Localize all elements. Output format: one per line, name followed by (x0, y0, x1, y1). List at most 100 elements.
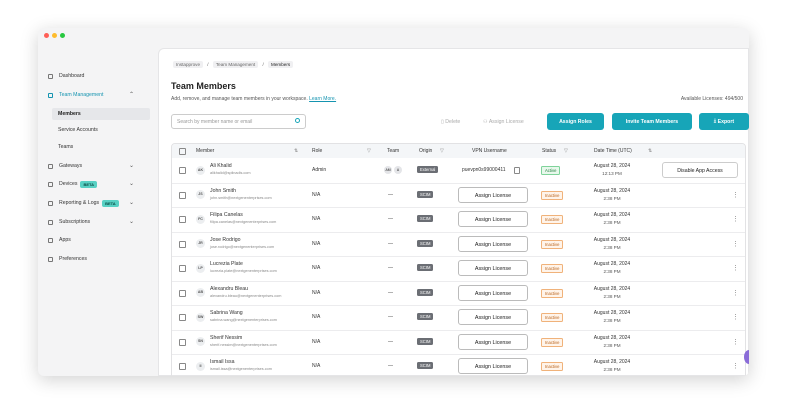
delete-button[interactable]: ▯ Delete (441, 119, 461, 125)
team: — (388, 289, 393, 296)
nav-item[interactable]: Subscriptions (48, 217, 90, 227)
page-title: Team Members (171, 81, 236, 91)
nav-item[interactable]: Team Management (48, 90, 103, 100)
sort-icon[interactable]: ⇅ (648, 148, 653, 154)
licenses: Available Licenses: 494/500 (680, 96, 743, 102)
column-header: Member (196, 148, 215, 154)
member-email: sabrina.wang@nextgenenterprises.com (210, 318, 277, 322)
assign-license-button[interactable]: ⚇ Assign License (483, 119, 524, 125)
disable-app-access-button[interactable]: Disable App Access (662, 162, 738, 178)
nav-subitem[interactable]: Members (52, 108, 150, 120)
assign-license-button[interactable]: Assign License (458, 333, 528, 350)
sort-icon[interactable]: ▽ (367, 148, 371, 154)
nav-label: Team Management (59, 92, 104, 98)
row-checkbox[interactable] (179, 338, 186, 346)
status-badge: Active (541, 166, 561, 176)
main-panel: Instapprove / Team Management / Members … (158, 48, 749, 376)
row-checkbox[interactable] (179, 289, 186, 297)
team: — (388, 216, 393, 222)
origin-tag: SCIM (417, 288, 434, 296)
status-badge: Inactive (541, 313, 564, 323)
nav-icon (48, 181, 53, 187)
assign-license-button[interactable]: Assign License (458, 211, 528, 227)
avatar: AB (196, 288, 205, 297)
assign-license-button[interactable]: Assign License (458, 235, 528, 252)
time: 2:38 PM (603, 318, 621, 323)
beta-badge: BETA (80, 180, 98, 188)
chevron[interactable]: ⌄ (129, 181, 135, 187)
nav-item[interactable]: Dashboard (48, 71, 84, 81)
row-divider (172, 354, 745, 355)
assign-license-label: Assign License (488, 119, 524, 125)
sort-icon[interactable]: ⇅ (294, 148, 299, 154)
chevron[interactable]: ⌄ (129, 200, 135, 206)
row-checkbox[interactable] (179, 265, 186, 272)
row-checkbox[interactable] (179, 191, 186, 199)
assign-license-button[interactable]: Assign License (458, 309, 528, 325)
assign-license-button[interactable]: Assign License (458, 358, 528, 374)
member-name: Lucrezia Plate (210, 261, 243, 267)
search-input[interactable]: Search by member name or email (171, 114, 306, 129)
max-dot[interactable] (60, 33, 65, 38)
export-button[interactable]: ⤓ Export (699, 113, 749, 130)
help-bubble[interactable] (744, 350, 749, 364)
nav-subitem[interactable]: Teams (58, 144, 74, 150)
column-header: Team (387, 148, 400, 154)
nav-item[interactable]: Reporting & Logs BETA (48, 198, 119, 208)
date: August 28, 2024 (593, 163, 631, 169)
sort-icon[interactable]: ▽ (440, 148, 444, 154)
chevron[interactable]: ⌄ (129, 163, 135, 169)
row-divider (172, 329, 745, 331)
row-menu[interactable]: ⋮ (732, 363, 739, 370)
copy-icon[interactable] (514, 167, 520, 174)
row-divider (172, 280, 745, 282)
assign-license-button[interactable]: Assign License (458, 186, 528, 203)
chevron[interactable]: ⌃ (129, 92, 135, 98)
nav-label: Apps (59, 237, 71, 243)
chevron[interactable]: ⌄ (129, 219, 135, 225)
nav-item[interactable]: Devices BETA (48, 179, 98, 189)
avatar: JS (196, 190, 205, 199)
member-name: Ali Khalid (210, 163, 232, 169)
sort-icon[interactable]: ▽ (564, 148, 568, 154)
crumb: Members (268, 61, 294, 68)
delete-label: Delete (445, 119, 461, 125)
row-checkbox[interactable] (179, 167, 186, 174)
nav-label: Preferences (59, 256, 87, 262)
row-menu[interactable]: ⋮ (732, 265, 739, 272)
row-menu[interactable]: ⋮ (732, 289, 739, 297)
row-menu[interactable]: ⋮ (732, 216, 739, 223)
assign-license-button[interactable]: Assign License (458, 284, 528, 301)
row-divider (172, 305, 745, 306)
member-email: jose.rodrigo@nextgenenterprises.com (210, 244, 275, 249)
role: N/A (312, 314, 321, 320)
nav-item[interactable]: Gateways (48, 161, 82, 171)
status-badge: Inactive (541, 288, 564, 298)
team: — (388, 191, 393, 198)
avatar: SN (196, 337, 205, 346)
row-checkbox[interactable] (179, 363, 186, 370)
assign-roles-button[interactable]: Assign Roles (547, 113, 604, 130)
app-window: Dashboard Team Management ⌃ Members Service … (38, 28, 749, 376)
nav-item[interactable]: Preferences (48, 254, 87, 264)
close-dot[interactable] (44, 33, 49, 38)
row-menu[interactable]: ⋮ (732, 314, 739, 321)
row-menu[interactable]: ⋮ (732, 191, 739, 199)
row-checkbox[interactable] (179, 216, 186, 223)
crumb[interactable]: Team Management (212, 61, 259, 68)
nav-item[interactable]: Apps (48, 235, 71, 245)
assign-license-button[interactable]: Assign License (458, 260, 528, 276)
learn-more[interactable]: Learn More. (309, 96, 337, 102)
nav-icon (48, 256, 53, 262)
row-checkbox[interactable] (179, 240, 186, 248)
nav-subitem[interactable]: Service Accounts (58, 127, 98, 133)
crumb[interactable]: Instapprove (173, 61, 204, 68)
subtitle-text: Add, remove, and manage team members in … (171, 96, 308, 102)
select-all[interactable] (179, 148, 186, 155)
invite-button[interactable]: Invite Team Members (612, 113, 692, 130)
row-menu[interactable]: ⋮ (732, 338, 739, 346)
row-menu[interactable]: ⋮ (732, 240, 739, 248)
time: 2:38 PM (603, 342, 621, 348)
min-dot[interactable] (52, 33, 57, 38)
row-checkbox[interactable] (179, 314, 186, 321)
